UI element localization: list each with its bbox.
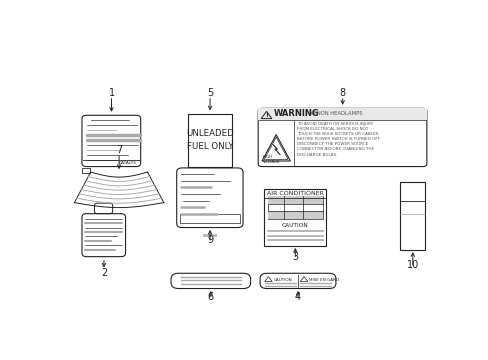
Bar <box>267 196 322 203</box>
Text: CAUTION: CAUTION <box>273 278 292 282</box>
Text: 3: 3 <box>292 252 298 262</box>
Text: 7: 7 <box>116 145 122 155</box>
Text: WARNING: WARNING <box>273 109 319 118</box>
Bar <box>267 211 322 219</box>
Text: 6: 6 <box>207 292 213 302</box>
Text: AIR CONDITIONER: AIR CONDITIONER <box>266 191 323 196</box>
Bar <box>82 168 90 173</box>
Bar <box>267 195 322 219</box>
Text: MISE EN GARD: MISE EN GARD <box>309 278 339 282</box>
Text: 8: 8 <box>339 88 345 98</box>
Bar <box>258 108 426 120</box>
Text: 2: 2 <box>101 268 107 278</box>
Bar <box>188 114 231 167</box>
Text: 9: 9 <box>206 235 213 245</box>
Text: 5: 5 <box>206 88 213 98</box>
Text: HIGH
VOLTAGE: HIGH VOLTAGE <box>262 156 280 164</box>
Text: 1: 1 <box>108 88 114 98</box>
Bar <box>203 234 217 237</box>
Text: TO AVOID DEATH OR SERIOUS INJURY
FROM ELECTRICAL SHOCK DO NOT
TOUCH THE BULB SOC: TO AVOID DEATH OR SERIOUS INJURY FROM EL… <box>297 122 380 157</box>
Text: CAUTION: CAUTION <box>281 223 308 228</box>
Text: CATALYS: CATALYS <box>119 161 137 165</box>
Bar <box>400 182 424 250</box>
Text: !: ! <box>264 113 267 118</box>
Text: UNLEADED
FUEL ONLY: UNLEADED FUEL ONLY <box>186 130 233 151</box>
Text: 10: 10 <box>406 260 418 270</box>
Bar <box>180 214 240 222</box>
Text: 4: 4 <box>294 292 301 302</box>
Text: XENON HEADLAMPS: XENON HEADLAMPS <box>309 112 362 116</box>
Bar <box>264 189 326 246</box>
